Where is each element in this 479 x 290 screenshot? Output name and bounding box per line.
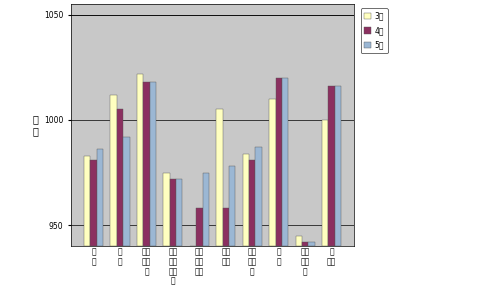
Bar [217,109,223,246]
Bar [84,156,91,246]
Bar [223,209,229,246]
Bar [137,74,143,246]
Bar [97,149,103,246]
Bar [243,154,249,246]
Bar [117,109,123,246]
Bar [190,246,196,289]
Bar [149,82,156,246]
Y-axis label: 指
数: 指 数 [33,115,39,136]
Bar [123,137,129,246]
Bar [275,78,282,246]
Bar [249,160,255,246]
Legend: 3月, 4月, 5月: 3月, 4月, 5月 [361,8,388,53]
Bar [143,82,149,246]
Bar [335,86,341,246]
Bar [163,173,170,246]
Bar [196,209,203,246]
Bar [176,179,182,246]
Bar [229,166,235,246]
Bar [91,160,97,246]
Bar [269,99,275,246]
Bar [329,86,335,246]
Bar [170,179,176,246]
Bar [111,95,117,246]
Bar [322,120,329,246]
Bar [302,242,308,246]
Bar [255,147,262,246]
Bar [203,173,209,246]
Bar [296,236,302,246]
Bar [308,242,315,246]
Bar [282,78,288,246]
